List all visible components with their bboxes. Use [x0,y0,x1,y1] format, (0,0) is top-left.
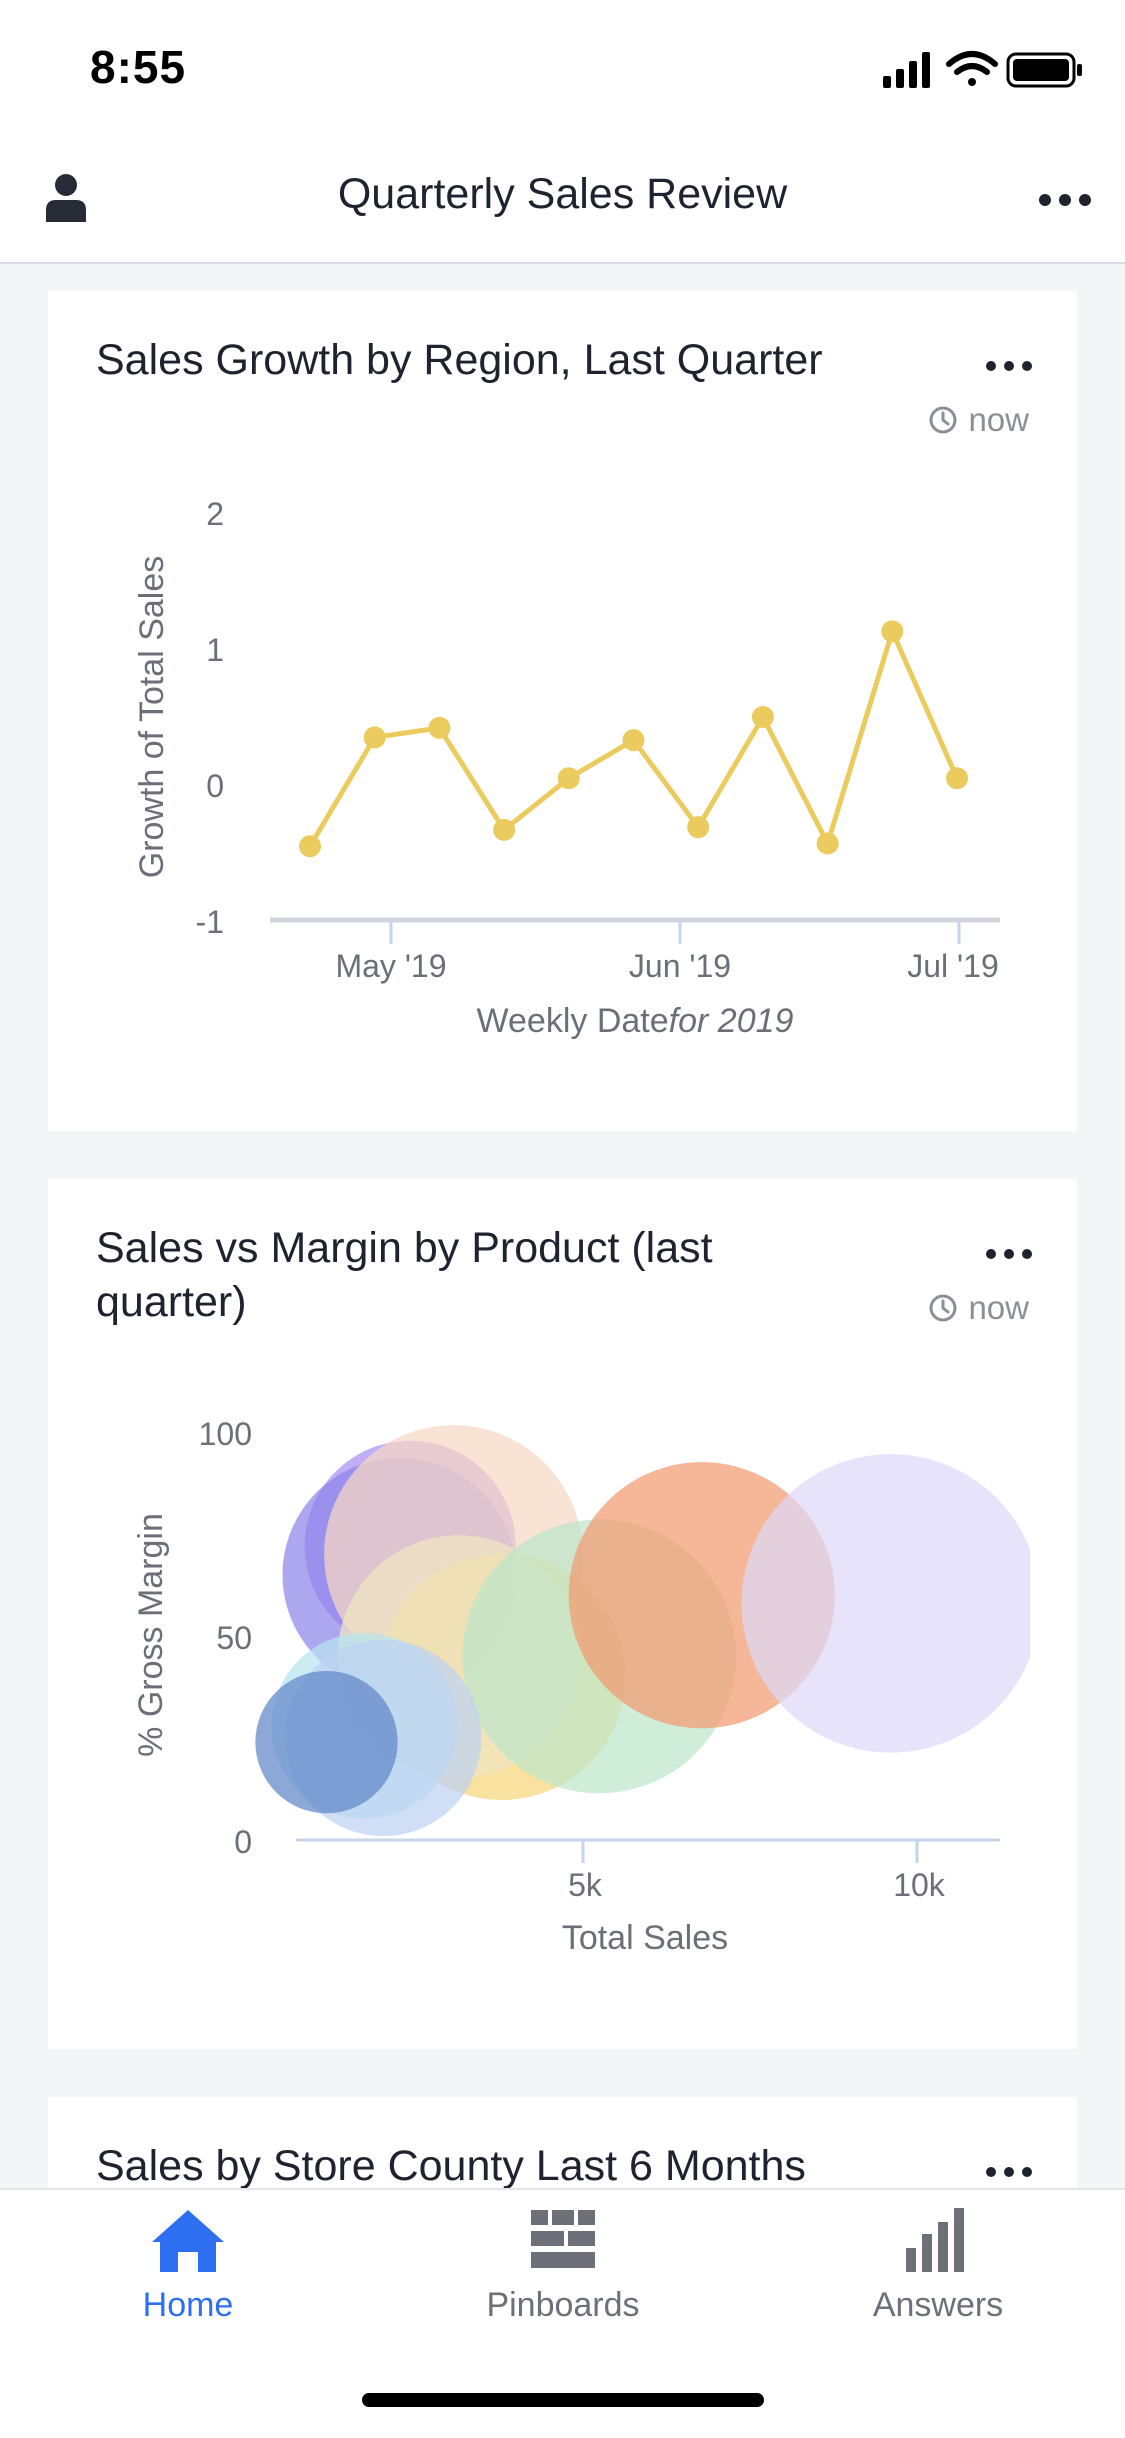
x-axis-title-suffix: for 2019 [669,1002,794,1040]
card-more-icon[interactable] [981,351,1037,381]
y-tick-label: 2 [206,496,224,532]
line-series [299,620,968,858]
card-more-icon[interactable] [981,1239,1037,1269]
card-title: Sales Growth by Region, Last Quarter [96,336,823,384]
data-point[interactable] [622,729,645,752]
tab-home[interactable]: Home [63,2206,313,2346]
data-point[interactable] [751,706,774,728]
bubble-point[interactable] [741,1454,1040,1753]
tab-label: Pinboards [486,2286,640,2324]
bubble-series [255,1425,1040,1837]
line-chart: Growth of Total Sales 2 1 0 -1 May '19 J… [133,496,1000,1040]
chart-card-sales-growth[interactable]: Sales Growth by Region, Last Quarter now… [48,291,1077,1131]
signal-icon [883,52,930,88]
clock-icon [929,1294,957,1322]
data-point[interactable] [363,726,386,749]
answers-icon [906,2208,964,2272]
x-tick-label: Jul '19 [907,948,999,984]
x-tick-label: May '19 [335,948,446,984]
bubble-chart: % Gross Margin 100 50 0 5k 10k Total Sal… [132,1416,1040,1957]
chart-card-sales-margin[interactable]: Sales vs Margin by Product (last quarter… [48,1179,1077,2049]
card-timestamp: now [928,401,1029,439]
y-axis-title: Growth of Total Sales [133,556,171,879]
bubble-point[interactable] [255,1670,398,1814]
clock-icon [929,406,957,434]
tab-label: Answers [872,2286,1004,2324]
data-point[interactable] [557,767,580,790]
y-tick-label: 0 [206,768,224,804]
card-title: Sales by Store County Last 6 Months [96,2142,806,2188]
x-axis-title-main: Weekly Date [477,1002,669,1040]
timestamp-text: now [968,1289,1029,1326]
data-point[interactable] [946,767,968,790]
data-point[interactable] [299,835,321,858]
y-tick-label: 50 [216,1620,252,1656]
more-options-icon[interactable] [1035,180,1095,220]
tab-pinboards[interactable]: Pinboards [438,2206,688,2346]
y-tick-label: -1 [196,904,224,940]
y-axis-title: % Gross Margin [132,1513,170,1757]
wifi-icon [946,51,998,86]
data-point[interactable] [687,816,710,839]
data-point[interactable] [881,620,904,643]
y-tick-label: 100 [199,1416,252,1452]
page-title: Quarterly Sales Review [337,170,788,218]
tab-label: Home [142,2286,234,2324]
y-tick-label: 0 [234,1824,252,1860]
data-point[interactable] [816,832,839,855]
chart-card-store-county[interactable]: Sales by Store County Last 6 Months [48,2097,1077,2188]
status-time: 8:55 [90,41,187,93]
x-axis-title: Total Sales [562,1919,728,1957]
data-point[interactable] [493,818,516,841]
x-tick-label: 5k [568,1867,603,1903]
profile-icon[interactable] [44,172,88,222]
home-indicator [362,2393,764,2407]
timestamp-text: now [968,401,1029,438]
card-title: Sales vs Margin by Product (last quarter… [96,1224,713,1326]
battery-icon [1006,52,1082,88]
pinboards-icon [531,2210,595,2268]
data-point[interactable] [428,716,451,739]
status-icons [883,51,1082,88]
y-tick-label: 1 [206,632,224,668]
home-icon [152,2210,224,2272]
tab-answers[interactable]: Answers [813,2206,1063,2346]
x-tick-label: Jun '19 [629,948,731,984]
nav-bar: Quarterly Sales Review [0,140,1125,264]
x-tick-label: 10k [893,1867,946,1903]
card-more-icon[interactable] [981,2157,1037,2187]
x-axis-title: Weekly Datefor 2019 [477,1002,794,1040]
card-timestamp: now [928,1289,1029,1327]
status-bar: 8:55 [0,0,1125,140]
